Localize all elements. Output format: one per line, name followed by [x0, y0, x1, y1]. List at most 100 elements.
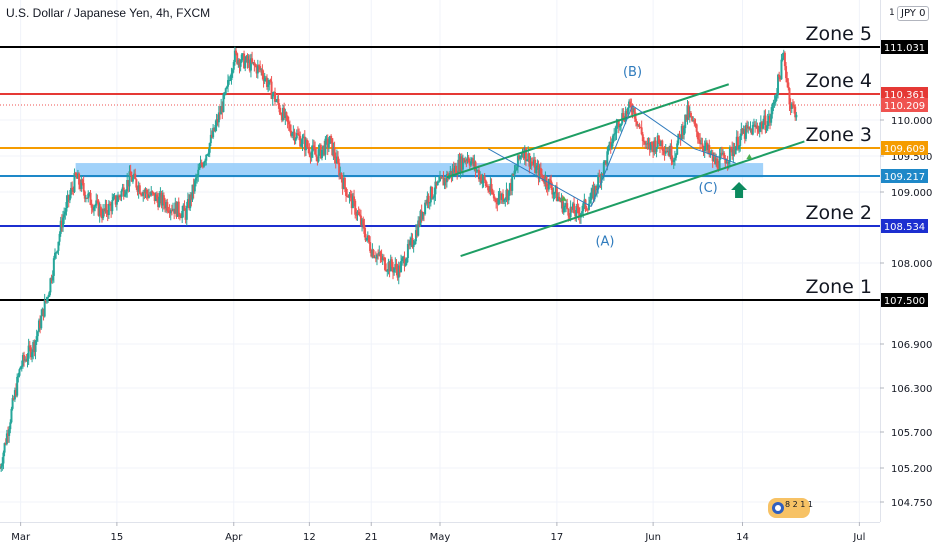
candle-body — [473, 161, 476, 166]
candle-body — [625, 111, 628, 115]
candle-body — [476, 170, 479, 172]
candle-body — [243, 53, 246, 69]
candle-body — [440, 177, 443, 179]
candle-body — [671, 160, 674, 163]
candle-body — [197, 169, 200, 177]
candle-body — [185, 206, 188, 220]
candle-body — [24, 359, 27, 361]
candle-body — [11, 398, 14, 409]
candle-body — [567, 208, 570, 216]
candle-body — [166, 202, 169, 211]
candle-body — [621, 113, 624, 124]
candle-body — [364, 233, 367, 241]
candle-body — [379, 252, 382, 257]
marker-triangle — [560, 195, 567, 201]
candle-body — [324, 138, 327, 155]
candle-body — [109, 203, 111, 205]
candle-body — [606, 151, 609, 165]
candle-body — [172, 208, 175, 211]
candle-body — [593, 185, 596, 200]
candle-body — [595, 188, 598, 191]
candle-body — [183, 205, 186, 211]
candle-body — [65, 201, 68, 212]
candle-body — [732, 149, 735, 156]
candle-body — [528, 153, 531, 167]
candle-body — [99, 206, 102, 216]
zone-label: Zone 5 — [806, 23, 873, 45]
candle-body — [441, 177, 444, 179]
wave-label: (C) — [699, 181, 718, 196]
candle-body — [385, 269, 388, 271]
candle-body — [458, 159, 461, 172]
candle-body — [343, 178, 346, 188]
candle-body — [162, 195, 165, 204]
candle-body — [510, 183, 513, 191]
candle-body — [577, 207, 580, 214]
candle-body — [298, 134, 301, 136]
candle-body — [667, 150, 670, 153]
currency-button[interactable]: JPY 0 — [897, 6, 930, 21]
candle-body — [308, 148, 311, 155]
candle-body — [453, 165, 456, 173]
currency-label: JPY — [901, 8, 916, 19]
candle-body — [439, 177, 441, 182]
candle-body — [1, 463, 4, 467]
candle-body — [245, 56, 248, 61]
candle-body — [0, 468, 1, 469]
candle-body — [261, 69, 264, 76]
candle-body — [198, 167, 201, 170]
candle-body — [707, 145, 710, 150]
candle-body — [390, 259, 393, 268]
candle-body — [608, 141, 611, 146]
candle-body — [381, 257, 384, 261]
candle-body — [759, 122, 762, 127]
candle-body — [731, 147, 734, 156]
candle-body — [114, 195, 117, 205]
candle-body — [126, 180, 129, 192]
time-axis[interactable]: Mar 15 Apr 12 21 May 17 Jun 14 Jul — [11, 522, 865, 543]
candle-body — [461, 158, 464, 170]
candle-body — [742, 128, 745, 134]
candle-body — [353, 196, 356, 201]
candle-body — [419, 210, 422, 226]
candle-body — [526, 159, 529, 162]
candle-body — [363, 224, 366, 234]
candle-body — [523, 147, 526, 159]
price-axis[interactable]: 104.750 105.200 105.700 106.300 106.900 108.0… — [880, 116, 932, 509]
candle-body — [149, 195, 152, 197]
candle-body — [112, 197, 115, 201]
candle-body — [557, 196, 560, 202]
candle-body — [524, 147, 527, 162]
candle-body — [161, 195, 164, 206]
candle-body — [291, 133, 294, 136]
candle-body — [244, 60, 247, 69]
candle-body — [58, 233, 61, 242]
candle-body — [616, 120, 619, 126]
candle-body — [703, 146, 706, 151]
candle-body — [73, 173, 76, 192]
candle-body — [464, 160, 467, 163]
currency-suffix: 0 — [919, 8, 926, 19]
candle-body — [482, 176, 485, 181]
candle-body — [529, 161, 532, 167]
candle-body — [279, 112, 282, 115]
candle-body — [251, 58, 254, 63]
candle-body — [598, 175, 601, 177]
candle-body — [638, 124, 641, 128]
candle-body — [777, 74, 780, 95]
candle-body — [359, 215, 362, 225]
candle-body — [433, 194, 436, 198]
candle-body — [181, 211, 184, 218]
candle-body — [97, 200, 100, 216]
candle-body — [518, 155, 521, 159]
candle-body — [451, 168, 454, 177]
level-price-tag — [881, 293, 928, 307]
candle-body — [437, 181, 440, 183]
candle-body — [143, 192, 146, 194]
candle-body — [412, 244, 415, 247]
zone-labels: Zone 5 Zone 4 Zone 3 Zone 2 Zone 1 — [806, 23, 873, 298]
time-tick-label: Mar — [11, 532, 31, 543]
candle-body — [260, 69, 263, 71]
candle-body — [521, 151, 524, 156]
